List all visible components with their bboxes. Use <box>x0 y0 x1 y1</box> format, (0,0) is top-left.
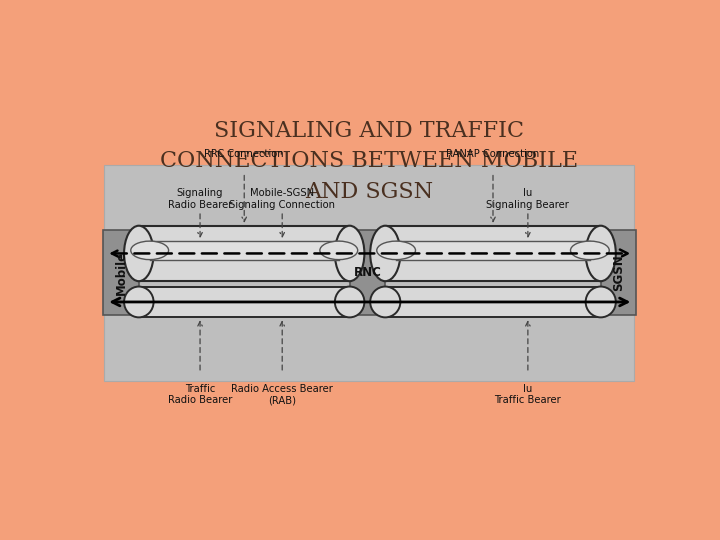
Text: Traffic
Radio Bearer: Traffic Radio Bearer <box>168 383 233 405</box>
Text: SGSN: SGSN <box>612 254 625 291</box>
Text: Mobile: Mobile <box>114 251 127 295</box>
Text: Signaling
Radio Bearer: Signaling Radio Bearer <box>168 188 233 210</box>
Bar <box>350 231 385 315</box>
Bar <box>385 226 600 281</box>
Text: RANAP Connection: RANAP Connection <box>446 148 539 159</box>
Ellipse shape <box>124 226 153 281</box>
Ellipse shape <box>377 241 415 260</box>
Ellipse shape <box>320 241 358 260</box>
Ellipse shape <box>370 226 400 281</box>
Bar <box>104 165 634 381</box>
Bar <box>600 231 636 315</box>
Bar <box>103 231 139 315</box>
Bar <box>139 226 350 281</box>
Bar <box>396 241 590 260</box>
Ellipse shape <box>370 287 400 318</box>
Ellipse shape <box>585 226 616 281</box>
Ellipse shape <box>585 287 616 318</box>
Ellipse shape <box>335 226 364 281</box>
Ellipse shape <box>124 287 153 318</box>
Text: Mobile-SGSN
Signaling Connection: Mobile-SGSN Signaling Connection <box>229 188 336 210</box>
Bar <box>150 241 339 260</box>
Text: RRC Connection: RRC Connection <box>204 148 284 159</box>
Text: Iu
Traffic Bearer: Iu Traffic Bearer <box>495 383 562 405</box>
Ellipse shape <box>335 287 364 318</box>
Text: Iu
Signaling Bearer: Iu Signaling Bearer <box>487 188 570 210</box>
Text: Radio Access Bearer
(RAB): Radio Access Bearer (RAB) <box>231 383 333 405</box>
Ellipse shape <box>131 241 168 260</box>
Text: SIGNALING AND TRAFFIC
CONNECTIONS BETWEEN MOBILE
AND SGSN: SIGNALING AND TRAFFIC CONNECTIONS BETWEE… <box>160 119 578 202</box>
Bar <box>385 287 600 318</box>
Ellipse shape <box>570 241 609 260</box>
Text: RNC: RNC <box>354 266 382 279</box>
Bar <box>139 287 350 318</box>
